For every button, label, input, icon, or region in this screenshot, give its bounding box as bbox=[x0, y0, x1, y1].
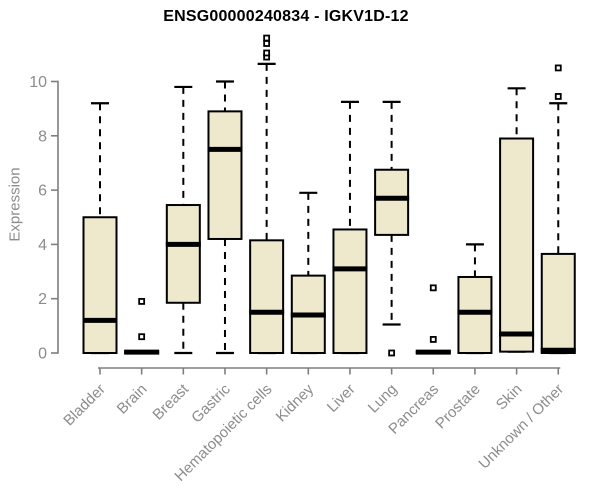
x-axis-category-label: Liver bbox=[324, 381, 359, 416]
y-axis-tick-label: 8 bbox=[38, 128, 47, 145]
outlier-point bbox=[263, 49, 271, 57]
outlier-point bbox=[554, 93, 562, 100]
outlier-point bbox=[138, 333, 146, 341]
y-axis-tick-label: 2 bbox=[38, 291, 47, 308]
iqr-box bbox=[165, 204, 201, 304]
y-axis-tick-label: 6 bbox=[38, 183, 47, 200]
x-axis-category-label: Lung bbox=[365, 381, 401, 417]
iqr-box bbox=[249, 239, 285, 354]
y-axis-tick-label: 10 bbox=[29, 74, 47, 91]
y-axis-tick-label: 4 bbox=[38, 237, 47, 254]
outlier-point bbox=[388, 349, 396, 357]
y-axis-tick-label: 0 bbox=[38, 346, 47, 363]
outlier-point bbox=[429, 336, 437, 343]
x-axis-category-label: Breast bbox=[149, 380, 192, 423]
iqr-box bbox=[457, 275, 493, 355]
chart-title: ENSG00000240834 - IGKV1D-12 bbox=[163, 8, 409, 25]
x-axis-category-label: Brain bbox=[114, 381, 151, 418]
iqr-box bbox=[332, 228, 368, 354]
outlier-point bbox=[429, 284, 437, 292]
iqr-box bbox=[207, 110, 243, 240]
outlier-point bbox=[263, 34, 271, 42]
x-axis-category-label: Bladder bbox=[60, 381, 109, 430]
iqr-box bbox=[540, 252, 576, 354]
outlier-point bbox=[263, 40, 271, 47]
iqr-box bbox=[374, 168, 410, 236]
x-axis-category-label: Prostate bbox=[432, 381, 484, 433]
iqr-box bbox=[499, 137, 535, 353]
x-axis-category-label: Kidney bbox=[273, 380, 318, 425]
iqr-box bbox=[82, 216, 118, 354]
x-axis-category-label: Skin bbox=[493, 381, 526, 414]
outlier-point bbox=[138, 298, 146, 305]
outlier-point bbox=[554, 64, 562, 72]
